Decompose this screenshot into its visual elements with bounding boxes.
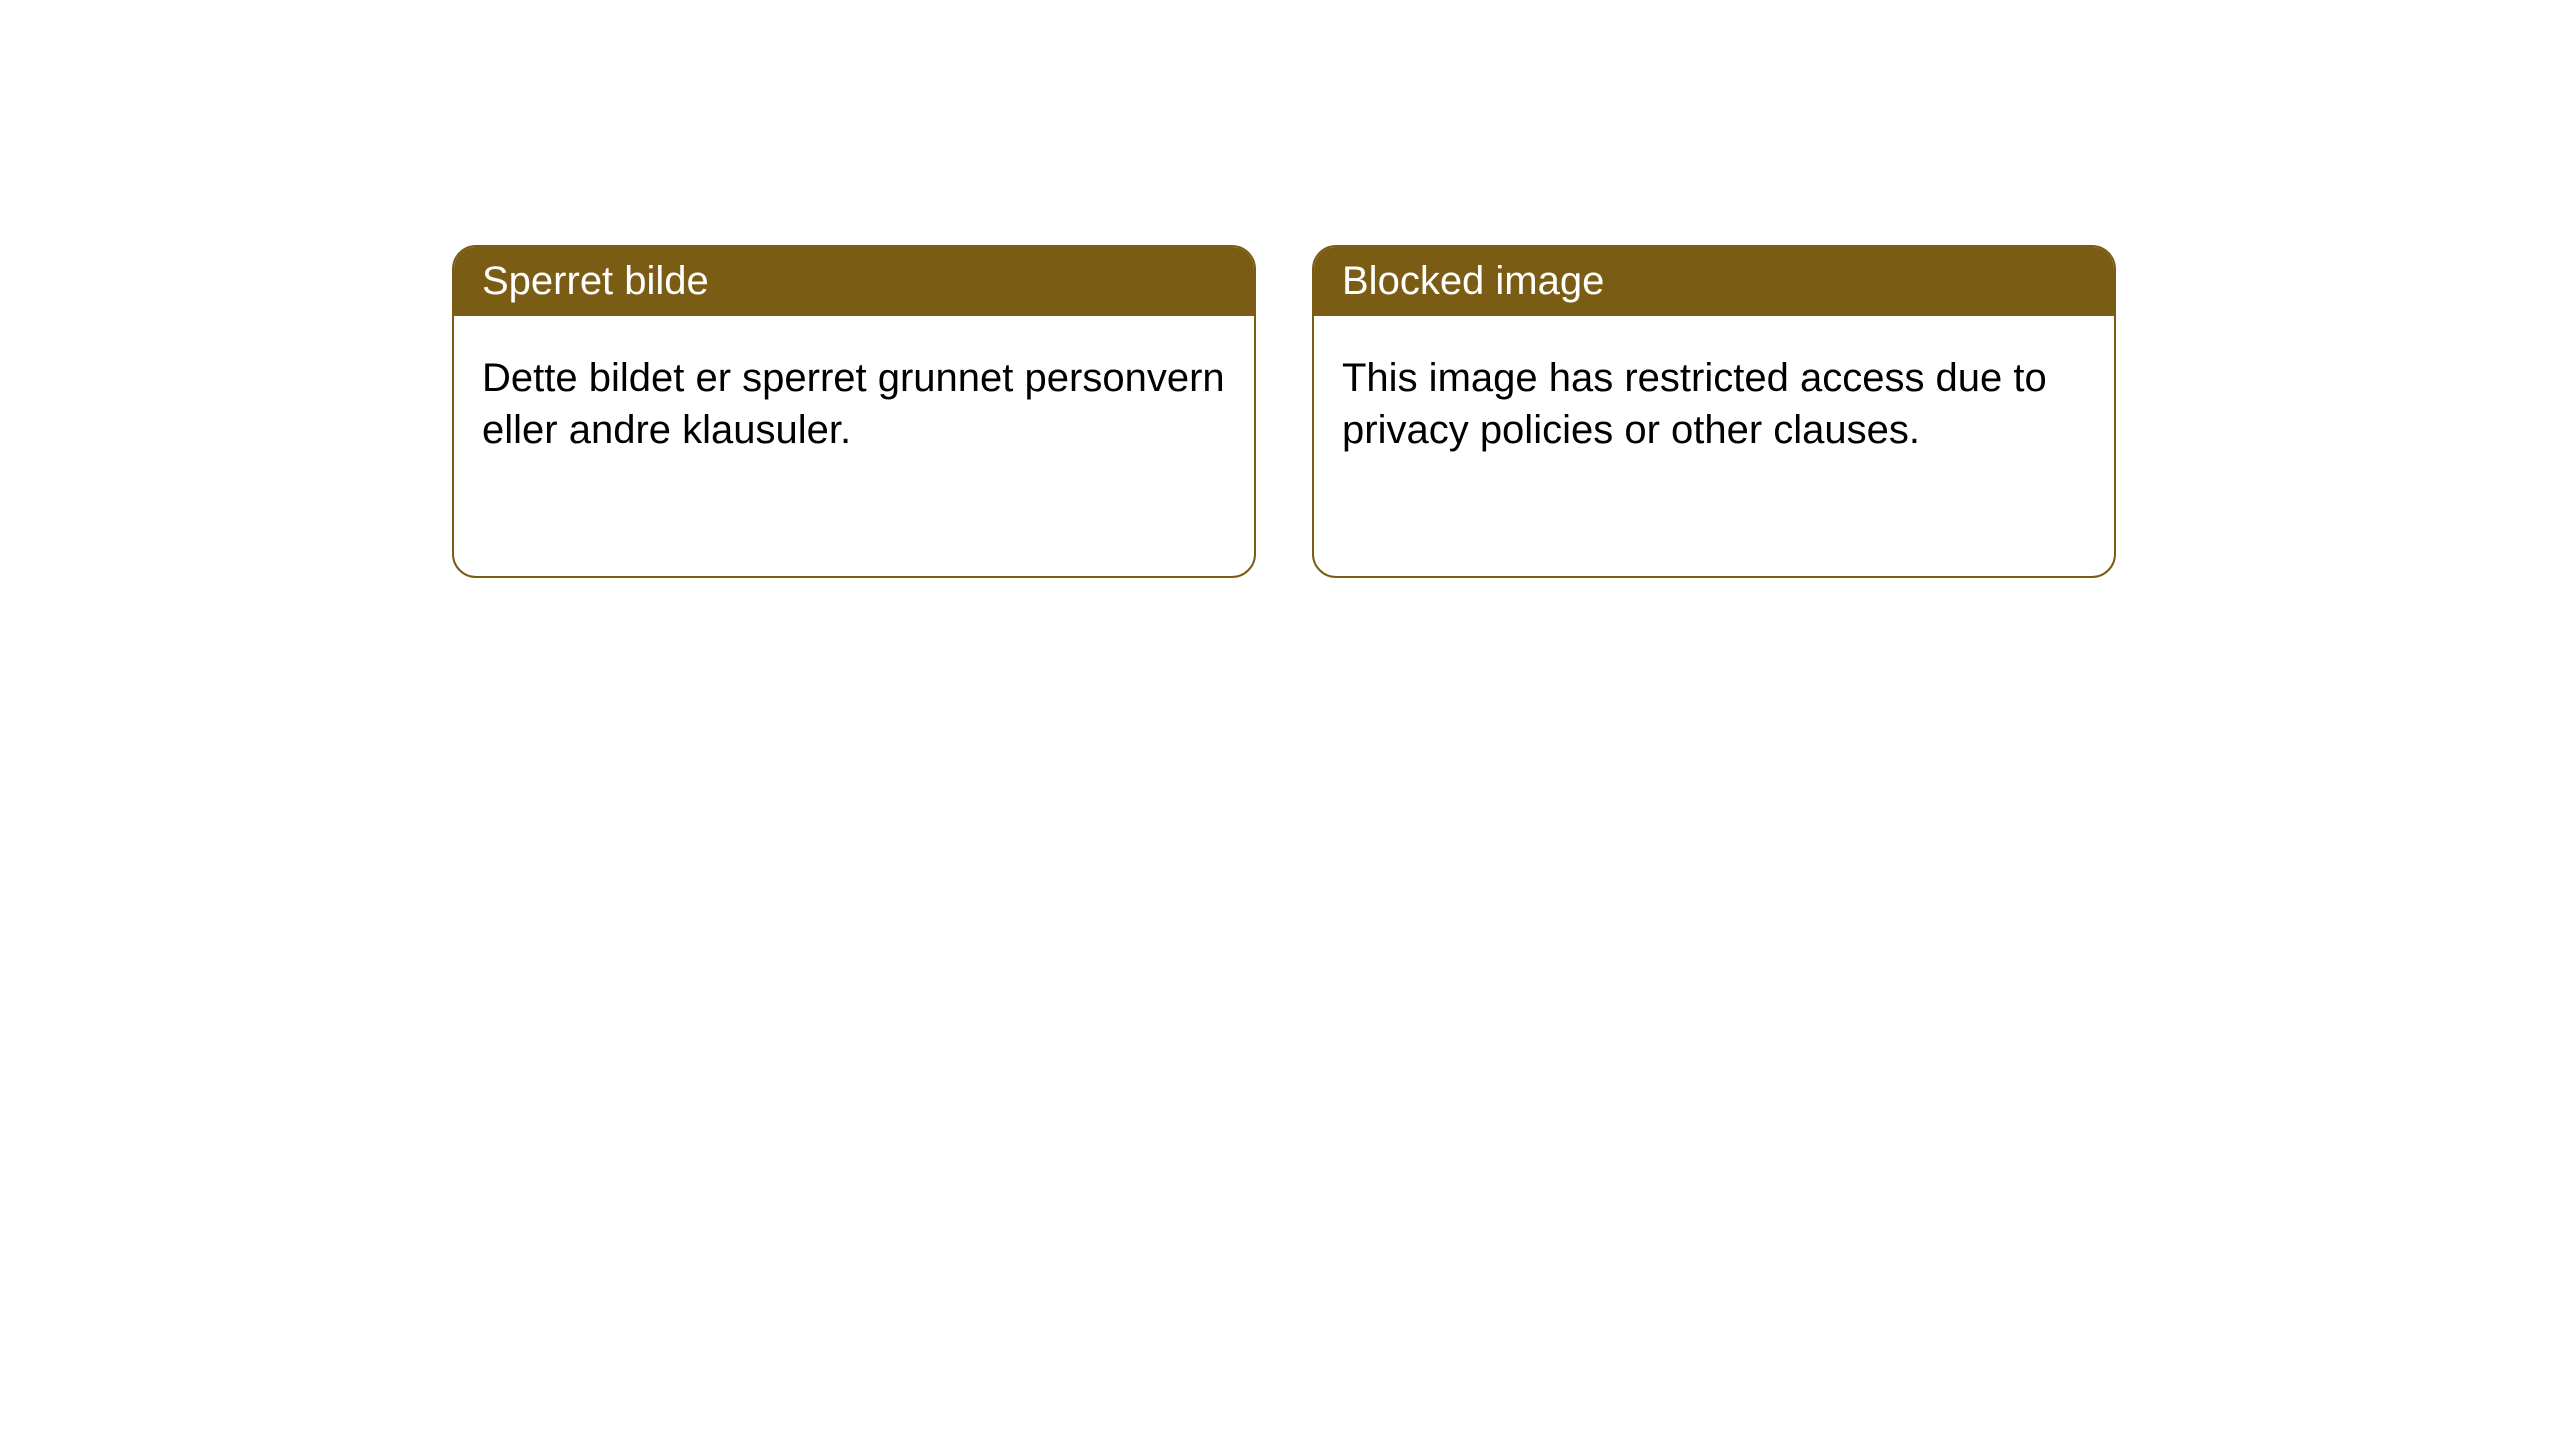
notice-body: This image has restricted access due to … [1314, 316, 2114, 492]
notice-title: Blocked image [1342, 259, 1604, 303]
notice-body: Dette bildet er sperret grunnet personve… [454, 316, 1254, 492]
notice-header: Sperret bilde [454, 247, 1254, 316]
notice-container: Sperret bilde Dette bildet er sperret gr… [0, 0, 2560, 578]
notice-title: Sperret bilde [482, 259, 709, 303]
notice-text: This image has restricted access due to … [1342, 356, 2047, 452]
notice-header: Blocked image [1314, 247, 2114, 316]
notice-card-norwegian: Sperret bilde Dette bildet er sperret gr… [452, 245, 1256, 578]
notice-card-english: Blocked image This image has restricted … [1312, 245, 2116, 578]
notice-text: Dette bildet er sperret grunnet personve… [482, 356, 1225, 452]
